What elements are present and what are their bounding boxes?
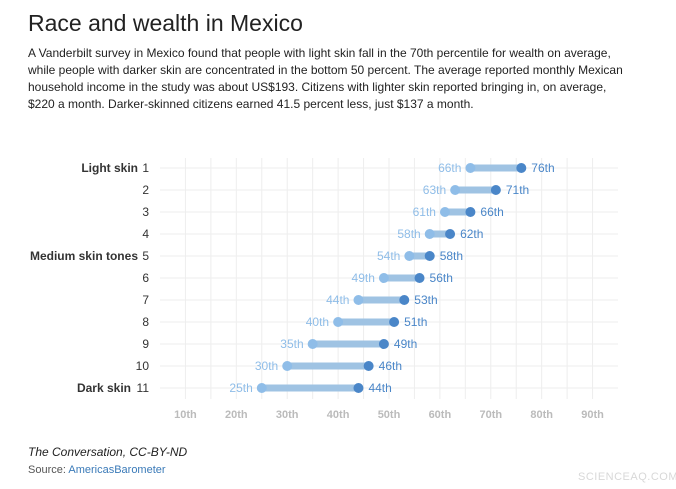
low-value-label: 30th [255,359,278,373]
high-value-label: 49th [394,337,417,351]
row-number-label: 10 [136,359,150,373]
high-dot [399,295,410,305]
description: A Vanderbilt survey in Mexico found that… [28,46,623,111]
high-dot [490,185,501,195]
x-tick-label: 90th [581,409,604,421]
low-value-label: 35th [280,337,303,351]
row-number-label: 11 [137,381,150,395]
row-number-label: 4 [142,227,149,241]
row-number-label: 5 [142,249,149,263]
low-dot [450,185,461,195]
source-label: Source: [28,464,69,476]
credit-line: The Conversation, CC-BY-ND [28,445,188,459]
row-number-label: 9 [142,337,149,351]
row-group-label: Light skin [81,161,138,175]
low-dot [424,229,435,239]
x-tick-label: 20th [225,409,248,421]
high-value-label: 62th [460,227,483,241]
low-value-label: 49th [352,271,375,285]
page-title: Race and wealth in Mexico [28,10,303,36]
high-value-label: 58th [440,249,463,263]
x-tick-label: 40th [327,409,350,421]
source-line: Source: AmericasBarometer [28,464,166,476]
x-tick-label: 30th [276,409,299,421]
low-dot [378,273,389,283]
x-tick-label: 80th [530,409,553,421]
high-value-label: 76th [531,161,554,175]
x-tick-label: 70th [479,409,502,421]
row-number-label: 7 [142,293,149,307]
row-number-label: 3 [142,205,149,219]
high-dot [378,339,389,349]
watermark: SCIENCEAQ.COM [578,471,676,483]
high-dot [363,361,374,371]
low-value-label: 44th [326,293,349,307]
dot-layer [256,163,527,393]
high-value-label: 56th [430,271,453,285]
source-link[interactable]: AmericasBarometer [68,464,166,476]
row-group-label: Dark skin [77,381,131,395]
row-number-label: 8 [142,315,149,329]
high-value-label: 46th [379,359,402,373]
high-dot [445,229,456,239]
low-dot [439,207,450,217]
high-value-label: 44th [368,381,391,395]
low-dot [282,361,293,371]
low-value-label: 63th [423,183,446,197]
low-value-label: 40th [306,315,329,329]
row-number-label: 2 [142,183,149,197]
row-number-label: 1 [142,161,149,175]
low-value-label: 25th [229,381,252,395]
low-dot [256,383,267,393]
dumbbell-chart: 10th 20th 30th 40th 50th 60th 70th 80th 90th 1 Lig… [30,158,618,421]
high-dot [465,207,476,217]
low-dot [307,339,318,349]
high-dot [353,383,364,393]
high-dot [516,163,527,173]
high-value-label: 51th [404,315,427,329]
x-tick-label: 50th [378,409,401,421]
low-value-label: 58th [397,227,420,241]
row-group-label: Medium skin tones [30,249,138,263]
low-value-label: 54th [377,249,400,263]
low-value-label: 61th [413,205,436,219]
low-dot [333,317,344,327]
low-dot [404,251,415,261]
high-dot [424,251,435,261]
low-value-label: 66th [438,161,461,175]
x-tick-label: 10th [174,409,197,421]
high-value-label: 71th [506,183,529,197]
low-dot [353,295,364,305]
row-number-label: 6 [142,271,149,285]
label-layer: 10th 20th 30th 40th 50th 60th 70th 80th 90th 1 Lig… [30,161,604,421]
x-tick-label: 60th [429,409,452,421]
high-value-label: 53th [414,293,437,307]
high-dot [389,317,400,327]
high-value-label: 66th [480,205,503,219]
high-dot [414,273,425,283]
low-dot [465,163,476,173]
